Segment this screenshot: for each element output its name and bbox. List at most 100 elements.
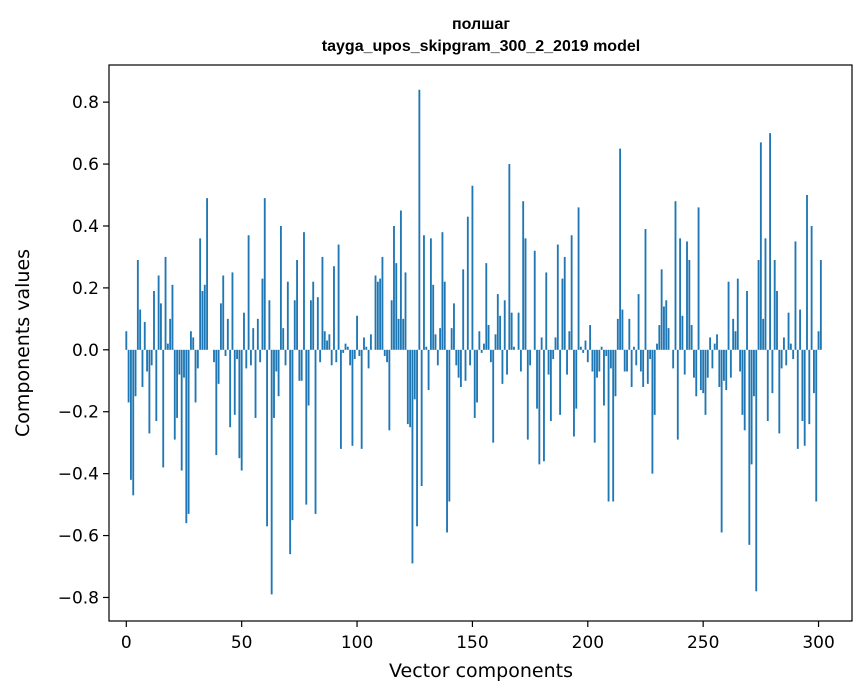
bar-246 — [693, 349, 695, 378]
bar-165 — [506, 349, 508, 375]
bar-69 — [284, 349, 287, 366]
bar-67 — [279, 225, 282, 350]
bar-157 — [487, 325, 490, 350]
bar-53 — [247, 235, 250, 350]
bar-193 — [570, 235, 573, 350]
bar-224 — [642, 349, 645, 387]
bar-87 — [326, 340, 328, 350]
bar-12 — [153, 290, 155, 350]
bar-91 — [335, 349, 338, 363]
bar-151 — [473, 349, 476, 418]
bar-148 — [466, 216, 469, 350]
bar-149 — [469, 349, 472, 366]
bar-71 — [289, 349, 292, 555]
bar-231 — [658, 325, 661, 350]
bars-group — [125, 89, 822, 595]
bar-159 — [492, 349, 495, 443]
bar-286 — [785, 349, 788, 366]
bar-172 — [522, 201, 525, 350]
bar-188 — [559, 349, 562, 415]
bar-126 — [416, 349, 418, 527]
x-tick-label: 300 — [802, 633, 834, 653]
bar-203 — [593, 349, 596, 443]
bar-267 — [741, 349, 744, 415]
bar-161 — [496, 294, 499, 350]
bar-54 — [249, 349, 252, 366]
bar-3 — [132, 349, 135, 496]
bar-10 — [148, 349, 151, 434]
bar-223 — [639, 349, 642, 372]
bar-154 — [480, 349, 483, 353]
bar-89 — [330, 349, 333, 366]
bar-22 — [176, 349, 178, 418]
bar-139 — [446, 349, 448, 533]
bar-278 — [766, 349, 769, 422]
bar-103 — [363, 337, 365, 350]
bar-97 — [349, 349, 352, 366]
bar-206 — [600, 346, 603, 350]
bar-84 — [319, 349, 322, 363]
bar-257 — [718, 349, 721, 387]
x-tick-label: 0 — [121, 633, 132, 653]
bar-219 — [630, 349, 633, 387]
bar-94 — [342, 349, 345, 353]
bar-270 — [748, 349, 751, 545]
bar-52 — [245, 349, 248, 369]
bar-228 — [651, 349, 654, 474]
chart-title-line2: tayga_upos_skipgram_300_2_2019 model — [322, 38, 640, 55]
bar-0 — [125, 331, 128, 350]
bar-85 — [321, 256, 324, 350]
bar-5 — [136, 260, 139, 350]
bar-81 — [312, 281, 315, 350]
bar-41 — [219, 303, 222, 350]
bar-111 — [381, 256, 384, 350]
bar-259 — [723, 349, 725, 381]
bar-238 — [674, 201, 677, 350]
bar-129 — [423, 235, 425, 350]
bar-73 — [293, 300, 296, 350]
bar-63 — [270, 349, 273, 595]
bar-262 — [729, 349, 732, 378]
x-tick-label: 100 — [341, 633, 373, 653]
bar-269 — [746, 290, 748, 350]
bar-118 — [397, 318, 400, 350]
bar-288 — [789, 343, 792, 350]
bar-279 — [769, 133, 772, 350]
y-tick-label: −0.4 — [58, 465, 99, 485]
bar-79 — [307, 349, 310, 406]
x-tick-label: 200 — [572, 633, 604, 653]
bar-290 — [794, 241, 797, 350]
bar-216 — [623, 349, 626, 372]
bar-207 — [603, 349, 605, 406]
bar-147 — [464, 349, 467, 381]
bar-78 — [305, 349, 308, 505]
bar-168 — [513, 346, 515, 350]
bar-166 — [508, 164, 511, 350]
bar-177 — [533, 250, 536, 350]
bar-134 — [434, 334, 437, 350]
bar-43 — [224, 349, 227, 356]
bar-300 — [817, 331, 820, 350]
bar-51 — [243, 312, 245, 350]
bar-198 — [582, 349, 585, 353]
bar-105 — [367, 349, 370, 369]
bar-170 — [517, 312, 520, 350]
bar-297 — [810, 225, 813, 350]
bar-163 — [501, 349, 504, 384]
bar-296 — [808, 349, 811, 425]
bar-17 — [164, 256, 167, 350]
bar-258 — [720, 349, 723, 533]
bar-272 — [753, 349, 755, 397]
x-tick-label: 50 — [231, 633, 253, 653]
bar-99 — [353, 349, 356, 360]
bar-295 — [806, 195, 808, 350]
bar-235 — [667, 328, 670, 350]
bar-104 — [365, 346, 368, 350]
bar-15 — [159, 303, 162, 350]
bar-66 — [277, 349, 280, 397]
bar-220 — [633, 346, 635, 350]
bar-101 — [358, 349, 361, 356]
bar-217 — [626, 349, 628, 372]
bar-31 — [196, 349, 199, 369]
bar-1 — [127, 349, 130, 403]
